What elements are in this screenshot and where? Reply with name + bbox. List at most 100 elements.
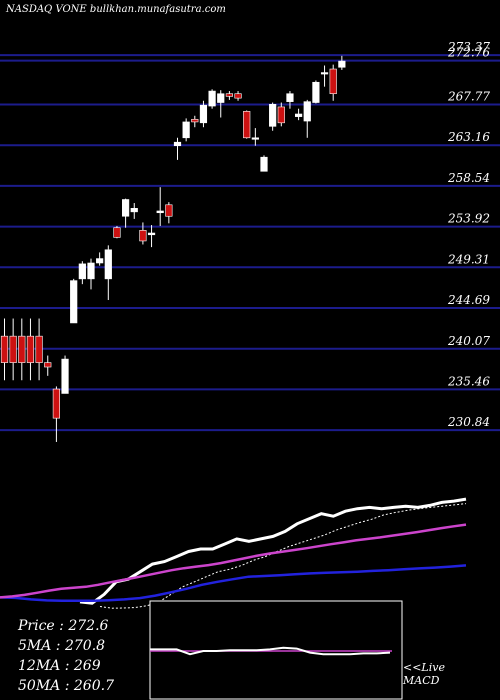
candle-body — [217, 93, 225, 103]
candle-body — [35, 335, 43, 363]
candle — [320, 65, 329, 87]
candle — [217, 90, 225, 118]
candle-body — [18, 335, 26, 363]
candle-body — [52, 388, 60, 419]
stat-value: 269 — [73, 658, 101, 674]
candle — [139, 222, 147, 245]
candle-body — [122, 199, 130, 217]
y-tick-label: 240.07 — [447, 334, 490, 348]
ma-mid-line — [0, 564, 467, 602]
y-tick-label: 267.77 — [447, 90, 490, 104]
price-grid — [0, 54, 500, 432]
candle — [294, 108, 303, 121]
candle-body — [78, 263, 86, 280]
y-tick-label: 272.76 — [447, 46, 490, 60]
candle-body — [303, 101, 311, 122]
macd-label: MACD — [402, 674, 440, 687]
stat-value: 260.7 — [73, 678, 114, 694]
candle-body — [260, 156, 268, 172]
candle-body — [269, 103, 277, 127]
candle-body — [286, 93, 294, 102]
stat-label: 12MA — [18, 658, 60, 674]
candle — [208, 89, 216, 109]
candle-body — [320, 72, 329, 75]
moving-average-lines — [0, 497, 467, 609]
y-tick-label: 263.16 — [447, 130, 490, 144]
y-tick-label: 273.37 — [447, 40, 490, 54]
candle — [70, 278, 78, 324]
candle-body — [277, 106, 285, 124]
candle — [286, 91, 294, 109]
chart-title: NASDAQ VONE bullkhan.munafasutra.com — [5, 4, 226, 15]
stat-line: 5MA : 270.8 — [18, 638, 105, 654]
y-tick-label: 244.69 — [447, 293, 490, 307]
candle — [269, 102, 277, 131]
macd-line — [150, 646, 391, 656]
candle-body — [243, 111, 251, 139]
candle-body — [44, 362, 52, 368]
candle — [0, 318, 9, 381]
candle — [9, 318, 17, 381]
macd-box — [149, 600, 403, 700]
candle — [87, 258, 95, 290]
candle — [191, 115, 199, 128]
candle — [199, 100, 208, 128]
candle-body — [338, 60, 346, 68]
candle-body — [147, 232, 156, 236]
candle-body — [87, 262, 95, 280]
candle-body — [61, 358, 69, 394]
candle — [122, 198, 130, 228]
y-tick-label: 258.54 — [447, 171, 490, 185]
candle-body — [113, 227, 121, 238]
candle — [78, 261, 86, 285]
candle — [182, 118, 190, 142]
y-tick-label: 230.84 — [447, 415, 490, 429]
candle — [18, 318, 26, 381]
candle-body — [294, 113, 303, 117]
candle — [61, 355, 69, 394]
candle-body — [104, 249, 112, 280]
candle — [243, 110, 251, 139]
candle — [338, 55, 346, 70]
candle — [260, 155, 268, 172]
stat-line: 12MA : 269 — [18, 658, 101, 674]
stat-label: Price — [17, 618, 55, 634]
stat-label: 5MA — [18, 638, 51, 654]
stat-separator: : — [55, 618, 69, 634]
ma-fast-line — [79, 497, 467, 605]
candle — [147, 225, 156, 248]
candle — [277, 102, 285, 127]
stat-line: 50MA : 260.7 — [18, 678, 114, 694]
candle — [173, 137, 182, 160]
candle — [104, 245, 112, 301]
candle-body — [0, 335, 9, 363]
candle-body — [312, 81, 320, 103]
stat-label: 50MA — [18, 678, 60, 694]
candle-body — [130, 208, 138, 213]
candle — [225, 91, 234, 100]
candle-body — [70, 280, 78, 324]
candlesticks — [0, 55, 346, 442]
candle — [303, 99, 311, 138]
candle-body — [173, 141, 182, 147]
candle — [312, 80, 320, 104]
candle — [329, 64, 337, 101]
candle — [130, 203, 138, 219]
candle-body — [9, 335, 17, 363]
candle-body — [199, 104, 208, 124]
candle-body — [251, 137, 259, 140]
stat-value: 272.6 — [67, 618, 108, 634]
y-tick-label: 253.92 — [447, 212, 490, 226]
candle-body — [96, 258, 104, 264]
candle — [96, 252, 104, 266]
candle — [113, 225, 121, 239]
stat-separator: : — [60, 658, 74, 674]
candle-body — [329, 68, 337, 95]
candle — [52, 386, 60, 442]
candle — [234, 91, 242, 101]
stat-separator: : — [60, 678, 74, 694]
candle — [156, 187, 164, 226]
ma-slow-line — [0, 523, 467, 599]
macd-panel — [149, 600, 403, 700]
